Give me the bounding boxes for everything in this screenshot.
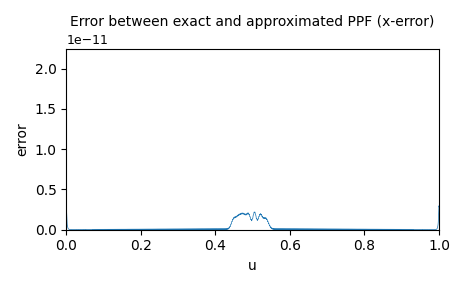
Y-axis label: error: error [15,122,29,156]
X-axis label: u: u [248,259,257,273]
Title: Error between exact and approximated PPF (x-error): Error between exact and approximated PPF… [71,15,435,29]
